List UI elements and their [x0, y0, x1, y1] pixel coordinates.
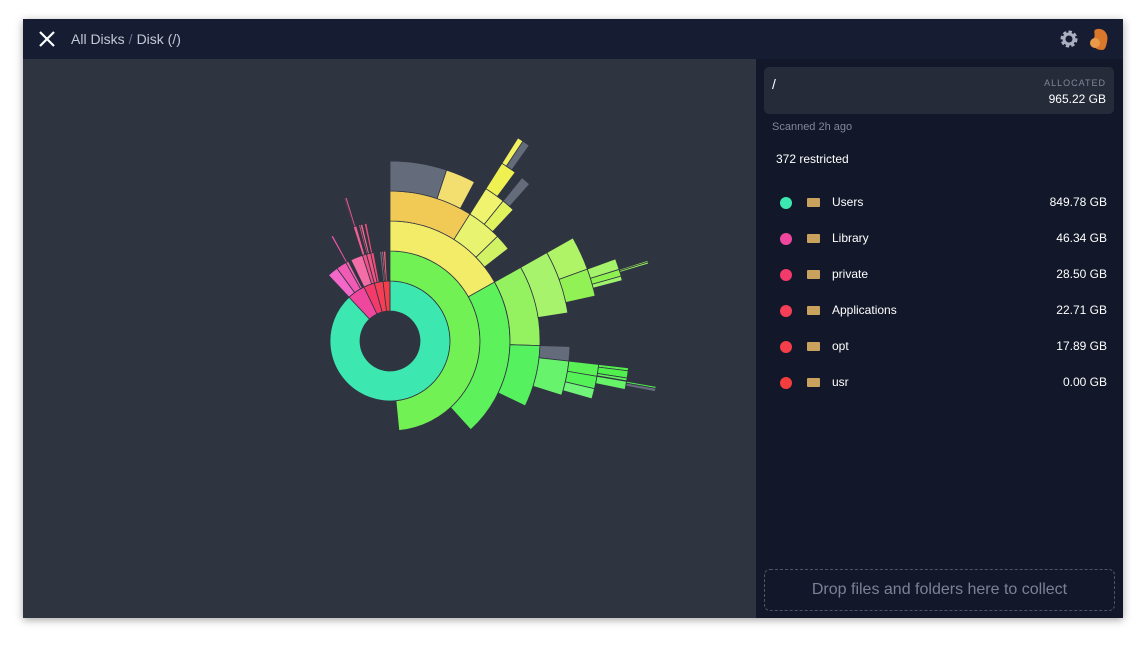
color-dot — [780, 269, 792, 281]
item-row[interactable]: Users 849.78 GB — [756, 184, 1123, 220]
item-size: 17.89 GB — [1056, 339, 1107, 353]
folder-segment — [359, 223, 370, 255]
folder-segment — [618, 261, 650, 273]
folder-icon — [807, 198, 820, 207]
item-row[interactable]: usr 0.00 GB — [756, 364, 1123, 400]
color-dot — [780, 341, 792, 353]
folder-segment — [382, 250, 388, 282]
item-name: opt — [832, 339, 849, 353]
allocated-label: ALLOCATED — [1044, 78, 1106, 88]
item-row[interactable]: opt 17.89 GB — [756, 328, 1123, 364]
close-button[interactable] — [37, 29, 57, 49]
folder-segment — [363, 222, 373, 254]
color-dot — [780, 305, 792, 317]
sidebar: / ALLOCATED 965.22 GB Scanned 2h ago 372… — [756, 59, 1123, 618]
item-name: Library — [832, 231, 869, 245]
app-icon[interactable] — [1086, 26, 1112, 52]
breadcrumb: All Disks / Disk (/) — [71, 31, 181, 47]
folder-segment — [344, 196, 357, 228]
squirrel-body — [1090, 38, 1100, 48]
sunburst — [327, 137, 657, 431]
folder-icon — [807, 342, 820, 351]
item-size: 22.71 GB — [1056, 303, 1107, 317]
drop-zone[interactable]: Drop files and folders here to collect — [764, 569, 1115, 611]
path: / — [772, 76, 776, 92]
color-dot — [780, 233, 792, 245]
item-size: 0.00 GB — [1062, 375, 1107, 389]
item-name: Users — [832, 195, 864, 209]
title-bar: All Disks / Disk (/) — [23, 19, 1123, 59]
folder-icon — [807, 270, 820, 279]
crumb-link[interactable]: All Disks — [71, 31, 125, 47]
folder-segment — [502, 177, 531, 208]
color-dot — [780, 377, 792, 389]
scan-time: Scanned 2h ago — [772, 121, 853, 133]
folder-icon — [807, 378, 820, 387]
crumb-separator: / — [128, 31, 133, 47]
color-dot — [780, 197, 792, 209]
item-name: private — [832, 267, 869, 281]
item-row[interactable]: Library 46.34 GB — [756, 220, 1123, 256]
folder-segment — [562, 381, 595, 400]
folder-segment — [625, 382, 657, 393]
item-size: 46.34 GB — [1056, 231, 1107, 245]
summary-card: / ALLOCATED 965.22 GB — [764, 67, 1114, 114]
window: All Disks / Disk (/) / ALLOCATED 965.22 GB… — [23, 19, 1123, 618]
item-row[interactable]: Applications 22.71 GB — [756, 292, 1123, 328]
item-name: usr — [832, 375, 849, 389]
item-row[interactable]: private 28.50 GB — [756, 256, 1123, 292]
folder-segment — [475, 235, 509, 268]
restricted-count[interactable]: 372 restricted — [776, 152, 849, 166]
folder-segment — [330, 234, 348, 264]
item-name: Applications — [832, 303, 897, 317]
folder-segment — [505, 140, 530, 171]
gear-body — [1062, 32, 1076, 46]
allocated-size: 965.22 GB — [1048, 92, 1106, 106]
folder-icon — [807, 306, 820, 315]
folder-segment — [436, 169, 475, 210]
folder-icon — [807, 234, 820, 243]
folder-segment — [591, 275, 623, 289]
item-size: 28.50 GB — [1056, 267, 1107, 281]
item-size: 849.78 GB — [1049, 195, 1107, 209]
folder-segment — [596, 372, 628, 382]
crumb-current[interactable]: Disk (/) — [136, 31, 181, 47]
settings-button[interactable] — [1059, 29, 1079, 49]
close-icon — [39, 31, 55, 47]
